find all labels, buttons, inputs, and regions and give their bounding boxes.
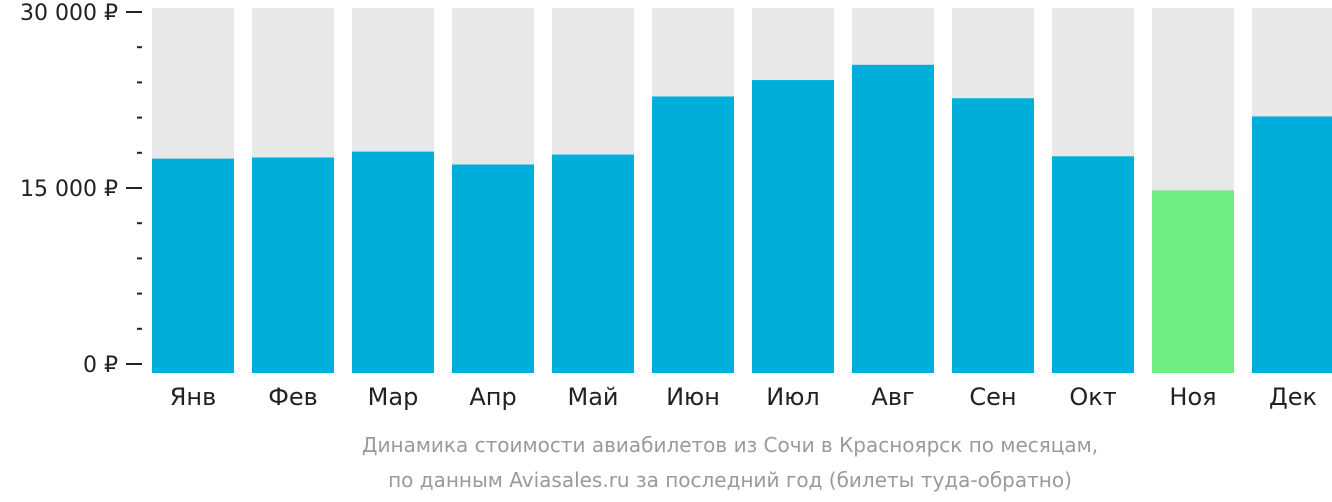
x-tick-label: Мар xyxy=(368,383,419,411)
bar-4[interactable] xyxy=(452,164,534,373)
bar-2[interactable] xyxy=(252,157,334,373)
bar-3[interactable] xyxy=(352,151,434,373)
y-tick-label: 0 ₽ xyxy=(83,353,118,378)
bar-11[interactable] xyxy=(1152,190,1234,373)
x-tick-label: Авг xyxy=(871,383,914,411)
price-chart: 30 000 ₽ 15 000 ₽ 0 ₽ Янв Фев Мар Апр Май Июн Ию… xyxy=(20,1,1332,411)
chart-caption-line-1: Динамика стоимости авиабилетов из Сочи в… xyxy=(361,433,1099,457)
bar-1[interactable] xyxy=(152,158,234,373)
x-tick-label: Ноя xyxy=(1169,383,1216,411)
x-tick-label: Апр xyxy=(469,383,516,411)
bars xyxy=(152,64,1332,374)
x-tick-label: Янв xyxy=(170,383,217,411)
x-tick-label: Сен xyxy=(969,383,1016,411)
y-tick-label: 15 000 ₽ xyxy=(20,177,118,202)
chart-caption-line-2: по данным Aviasales.ru за последний год … xyxy=(388,468,1072,492)
bar-7[interactable] xyxy=(752,80,834,373)
bar-8[interactable] xyxy=(852,64,934,374)
x-tick-label: Окт xyxy=(1069,383,1116,411)
x-axis-labels: Янв Фев Мар Апр Май Июн Июл Авг Сен Окт Ноя Дек xyxy=(170,383,1317,411)
y-axis: 30 000 ₽ 15 000 ₽ 0 ₽ xyxy=(20,1,142,378)
bar-9[interactable] xyxy=(952,98,1034,374)
x-tick-label: Май xyxy=(567,383,618,411)
x-tick-label: Дек xyxy=(1269,383,1317,411)
bar-12[interactable] xyxy=(1252,116,1332,373)
bar-6[interactable] xyxy=(652,96,734,373)
bar-5[interactable] xyxy=(552,154,634,373)
x-tick-label: Июл xyxy=(766,383,820,411)
x-tick-label: Фев xyxy=(268,383,318,411)
bar-10[interactable] xyxy=(1052,156,1134,373)
x-tick-label: Июн xyxy=(666,383,720,411)
y-tick-label: 30 000 ₽ xyxy=(20,1,118,26)
